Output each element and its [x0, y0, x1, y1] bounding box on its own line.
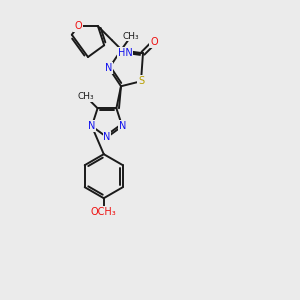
Text: CH₃: CH₃ — [77, 92, 94, 101]
Text: N: N — [118, 121, 126, 131]
Text: S: S — [138, 76, 144, 86]
Text: N: N — [103, 132, 111, 142]
Text: O: O — [74, 21, 82, 31]
Text: OCH₃: OCH₃ — [91, 207, 117, 217]
Text: CH₃: CH₃ — [123, 32, 139, 41]
Text: N: N — [105, 63, 113, 73]
Text: O: O — [150, 37, 158, 47]
Text: N: N — [88, 121, 95, 131]
Text: HN: HN — [118, 48, 132, 58]
